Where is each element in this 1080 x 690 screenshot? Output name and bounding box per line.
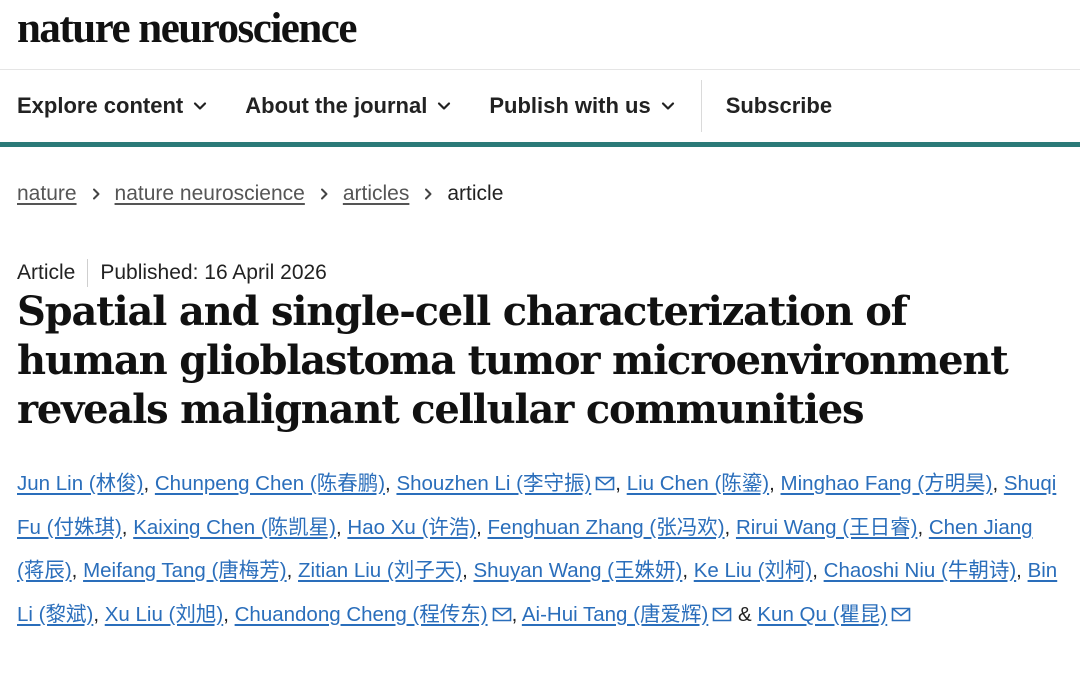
author-link[interactable]: Shuqi Fu (付姝琪) <box>17 472 1057 539</box>
breadcrumb-nature-neuroscience[interactable]: nature neuroscience <box>114 182 305 205</box>
nav-about-journal[interactable]: About the journal <box>245 93 451 119</box>
author-link[interactable]: Ke Liu (刘柯) <box>693 559 813 582</box>
author-separator: , <box>71 559 84 582</box>
author-separator: , <box>476 515 488 539</box>
author-link[interactable]: Kaixing Chen (陈凯星) <box>133 515 336 539</box>
breadcrumb: nature nature neuroscience articles arti… <box>17 182 503 206</box>
chevron-down-icon <box>194 102 207 110</box>
author-separator: , <box>682 559 694 582</box>
author-separator: , <box>917 515 929 539</box>
author-link[interactable]: Kun Qu (瞿昆) <box>757 602 888 626</box>
meta-divider <box>87 259 89 287</box>
article-type: Article <box>17 261 76 284</box>
nav-explore-content[interactable]: Explore content <box>17 93 207 119</box>
author-separator: , <box>93 602 105 626</box>
mail-icon[interactable] <box>492 607 512 622</box>
author-link[interactable]: Jun Lin (林俊) <box>17 472 144 495</box>
chevron-right-icon <box>92 188 100 200</box>
mail-icon[interactable] <box>595 476 615 491</box>
author-separator: , <box>511 602 522 626</box>
nav-explore-content-label: Explore content <box>17 93 184 118</box>
author-list: Jun Lin (林俊), Chunpeng Chen (陈春鹏), Shouz… <box>17 462 1062 636</box>
author-link[interactable]: Chaoshi Niu (牛朝诗) <box>823 559 1017 582</box>
author-link[interactable]: Shuyan Wang (王姝妍) <box>473 559 683 582</box>
author-separator: , <box>462 559 474 582</box>
subscribe-link[interactable]: Subscribe <box>726 93 832 119</box>
site-header: nature neuroscience <box>0 0 1080 70</box>
nav-about-journal-label: About the journal <box>245 93 428 118</box>
author-link[interactable]: Hao Xu (许浩) <box>347 515 477 539</box>
author-link[interactable]: Minghao Fang (方明昊) <box>780 472 993 495</box>
author-separator: , <box>992 472 1004 495</box>
subscribe-label: Subscribe <box>725 93 833 118</box>
author-separator: , <box>812 559 824 582</box>
author-link[interactable]: Chuandong Cheng (程传东) <box>234 602 488 626</box>
breadcrumb-articles[interactable]: articles <box>342 182 410 205</box>
chevron-down-icon <box>438 102 451 110</box>
author-link[interactable]: Chunpeng Chen (陈春鹏) <box>154 472 386 495</box>
author-separator: , <box>724 515 736 539</box>
nav-divider <box>700 80 702 132</box>
author-separator: , <box>1016 559 1028 582</box>
author-link[interactable]: Rirui Wang (王日睿) <box>735 515 918 539</box>
breadcrumb-nature[interactable]: nature <box>17 182 77 205</box>
mail-icon[interactable] <box>712 607 732 622</box>
published-date: Published: 16 April 2026 <box>100 261 327 284</box>
main-nav: Explore content About the journal Publis… <box>0 70 1080 147</box>
journal-logo[interactable]: nature neuroscience <box>17 5 357 52</box>
author-link[interactable]: Chen Jiang (蒋辰) <box>17 515 1033 583</box>
author-link[interactable]: Zitian Liu (刘子天) <box>298 559 463 582</box>
author-link[interactable]: Xu Liu (刘旭) <box>104 602 224 626</box>
author-link[interactable]: Fenghuan Zhang (张冯欢) <box>487 515 725 539</box>
author-separator: , <box>286 559 299 582</box>
author-separator-last: & <box>732 602 758 626</box>
author-link[interactable]: Shouzhen Li (李守振) <box>396 472 592 495</box>
author-separator: , <box>385 472 397 495</box>
author-separator: , <box>615 472 627 495</box>
chevron-right-icon <box>320 188 328 200</box>
article-title: Spatial and single-cell characterization… <box>17 288 1009 433</box>
author-separator: , <box>143 472 155 495</box>
author-link[interactable]: Bin Li (黎斌) <box>17 559 1058 626</box>
nav-publish-with-us[interactable]: Publish with us <box>489 93 674 119</box>
chevron-down-icon <box>661 102 674 110</box>
breadcrumb-current: article <box>447 182 504 205</box>
author-link[interactable]: Meifang Tang (唐梅芳) <box>83 559 287 582</box>
nav-publish-with-us-label: Publish with us <box>489 93 651 118</box>
author-link[interactable]: Ai-Hui Tang (唐爱辉) <box>521 602 709 626</box>
chevron-right-icon <box>425 188 432 200</box>
mail-icon[interactable] <box>891 607 911 622</box>
author-separator: , <box>121 515 134 539</box>
author-separator: , <box>769 472 781 495</box>
article-meta: Article Published: 16 April 2026 <box>17 259 327 287</box>
author-link[interactable]: Liu Chen (陈鎏) <box>626 472 770 495</box>
author-separator: , <box>335 515 348 539</box>
author-separator: , <box>223 602 235 626</box>
